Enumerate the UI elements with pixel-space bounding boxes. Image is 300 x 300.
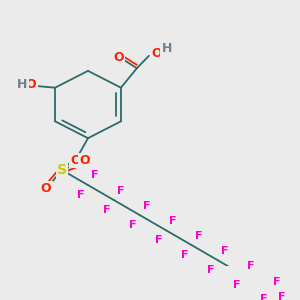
Text: F: F [155, 235, 163, 245]
Text: O: O [41, 182, 51, 195]
Text: F: F [278, 292, 286, 300]
Text: O: O [71, 154, 81, 167]
Text: F: F [92, 170, 99, 181]
Text: O: O [152, 46, 162, 60]
Text: F: F [129, 220, 136, 230]
Text: F: F [248, 261, 255, 271]
Text: F: F [103, 205, 111, 215]
Text: H: H [162, 42, 172, 55]
Text: F: F [260, 294, 267, 300]
Text: F: F [117, 185, 125, 196]
Text: F: F [207, 265, 214, 275]
Text: F: F [195, 231, 203, 241]
Text: F: F [233, 280, 241, 290]
Text: H: H [17, 78, 27, 91]
Text: F: F [221, 246, 229, 256]
Text: S: S [57, 163, 67, 177]
Text: F: F [181, 250, 189, 260]
Text: O: O [80, 154, 90, 167]
Text: F: F [143, 201, 151, 211]
Text: F: F [169, 216, 177, 226]
Text: O: O [26, 78, 36, 91]
Text: F: F [77, 190, 85, 200]
Text: F: F [273, 277, 280, 286]
Text: O: O [114, 51, 124, 64]
